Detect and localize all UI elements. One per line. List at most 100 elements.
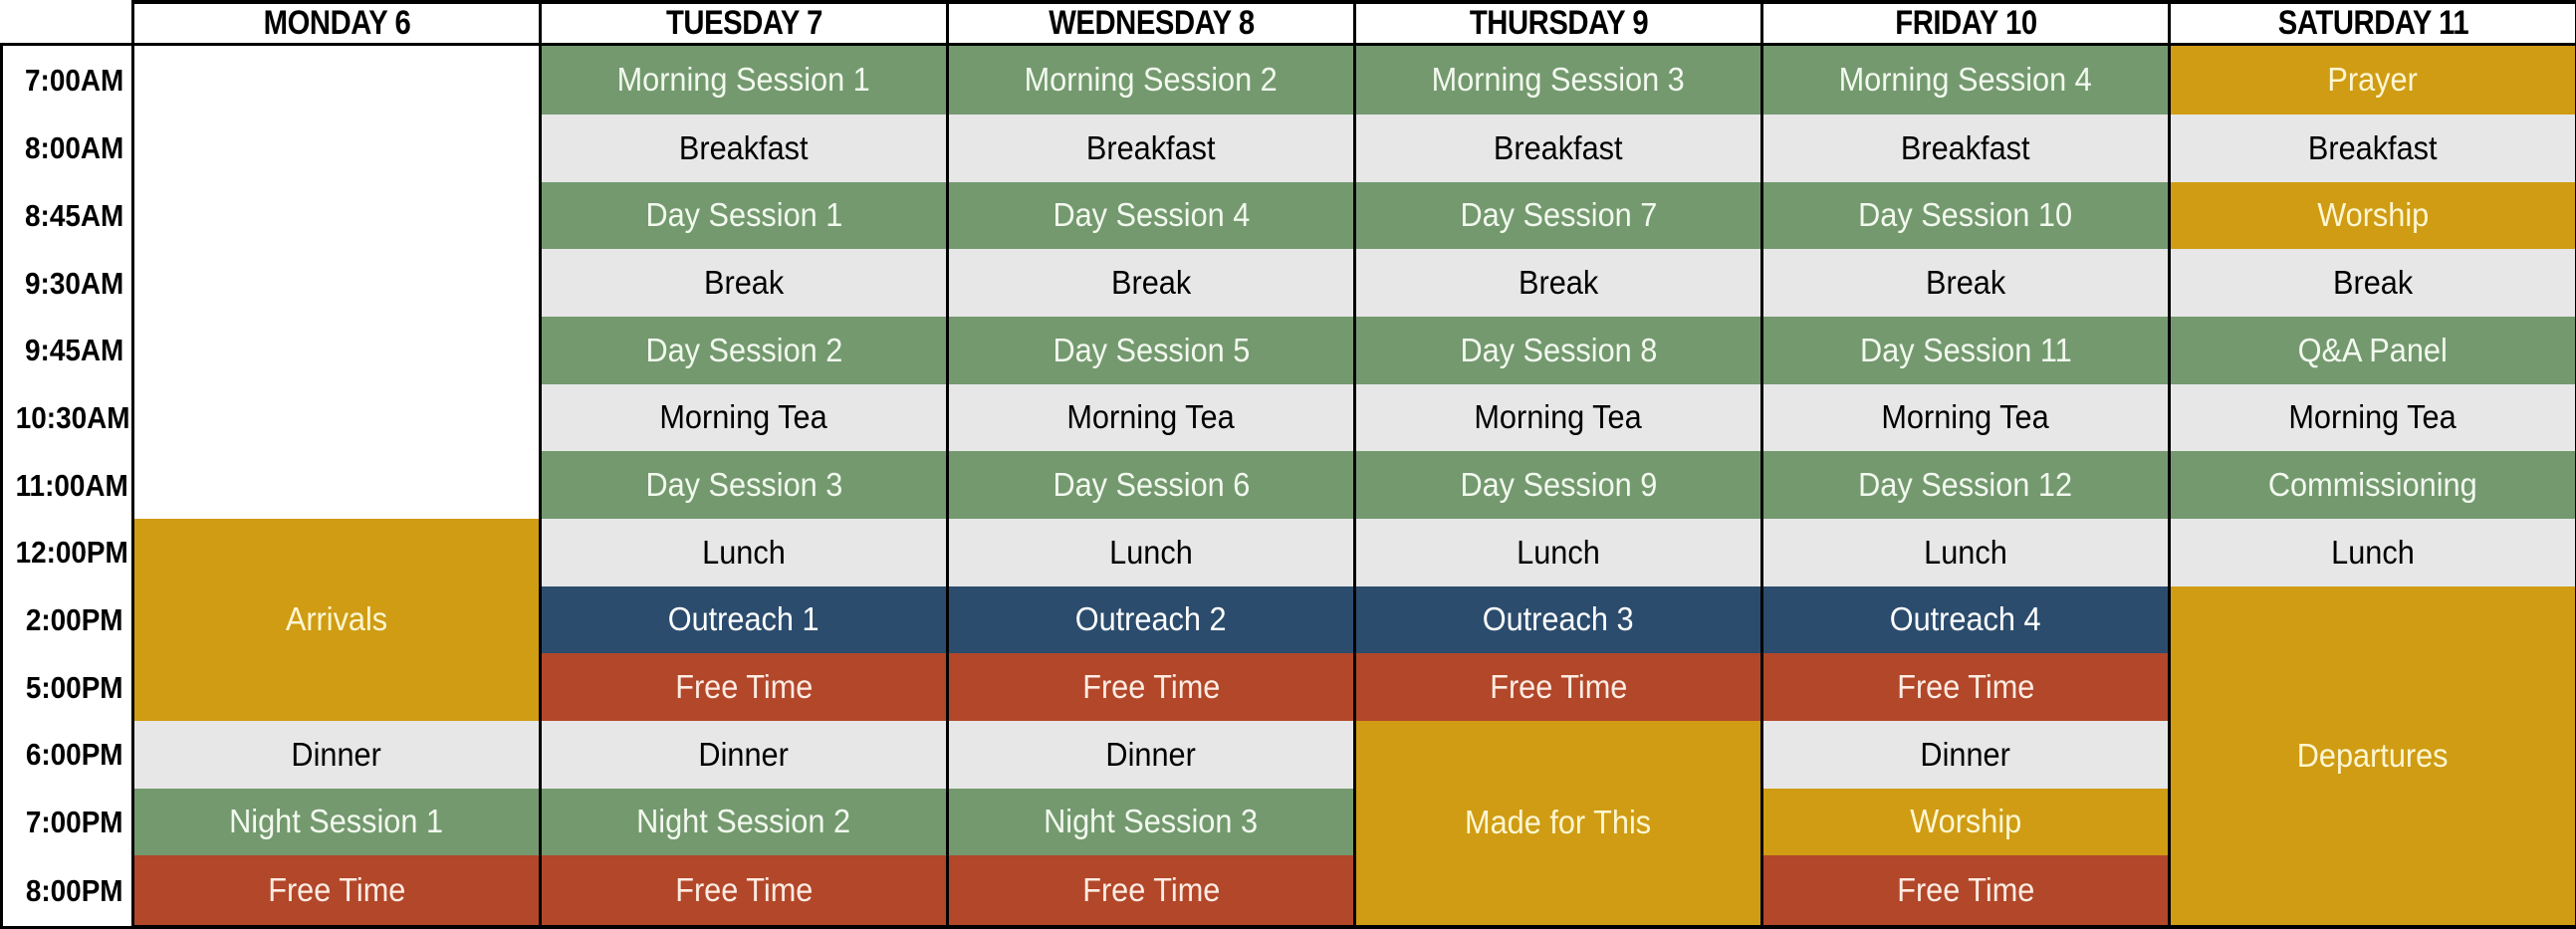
event-cell-morning-tea[interactable]: Morning Tea <box>2168 383 2576 452</box>
event-cell-worship[interactable]: Worship <box>1760 788 2171 856</box>
event-label: Free Time <box>1489 667 1628 705</box>
event-label: Night Session 3 <box>1044 803 1259 840</box>
event-cell-lunch[interactable]: Lunch <box>1760 519 2171 586</box>
event-cell-made-for-this[interactable]: Made for This <box>1353 721 1763 929</box>
event-cell-night-session-1[interactable]: Night Session 1 <box>131 788 542 856</box>
event-cell-dinner[interactable]: Dinner <box>131 721 542 789</box>
event-cell-day-session-11[interactable]: Day Session 11 <box>1760 317 2171 384</box>
event-cell-day-session-4[interactable]: Day Session 4 <box>946 181 1356 250</box>
event-label: Free Time <box>1081 870 1221 908</box>
event-label: Day Session 3 <box>645 465 842 503</box>
event-cell-morning-session-4[interactable]: Morning Session 4 <box>1760 44 2171 116</box>
event-cell-outreach-3[interactable]: Outreach 3 <box>1353 585 1763 654</box>
event-cell-morning-tea[interactable]: Morning Tea <box>539 383 949 452</box>
schedule-row: 7:00AM Morning Session 1 Morning Session 2… <box>0 43 2576 520</box>
event-label: Free Time <box>1081 667 1221 705</box>
event-cell-commissioning[interactable]: Commissioning <box>2168 451 2576 520</box>
event-cell-breakfast[interactable]: Breakfast <box>1760 115 2171 182</box>
event-cell-q-a-panel[interactable]: Q&A Panel <box>2168 317 2576 384</box>
event-cell-day-session-5[interactable]: Day Session 5 <box>946 317 1356 384</box>
event-cell-dinner[interactable]: Dinner <box>1760 721 2171 789</box>
event-cell-breakfast[interactable]: Breakfast <box>1353 115 1763 182</box>
event-label: Day Session 2 <box>645 331 842 368</box>
event-cell-morning-session-1[interactable]: Morning Session 1 <box>539 44 949 116</box>
event-cell-prayer[interactable]: Prayer <box>2168 44 2576 116</box>
event-label: Day Session 7 <box>1460 196 1657 234</box>
time-label-text: 5:00PM <box>26 669 123 705</box>
event-cell-day-session-7[interactable]: Day Session 7 <box>1353 181 1763 250</box>
event-cell-free-time[interactable]: Free Time <box>946 653 1356 721</box>
event-cell-day-session-1[interactable]: Day Session 1 <box>539 181 949 250</box>
event-cell-free-time[interactable]: Free Time <box>946 855 1356 929</box>
schedule-body: 7:00AM Morning Session 1 Morning Session 2… <box>0 43 2576 929</box>
event-cell-breakfast[interactable]: Breakfast <box>2168 115 2576 182</box>
day-header-friday-10: FRIDAY 10 <box>1788 0 2143 46</box>
event-label: Commissioning <box>2268 465 2477 503</box>
event-cell-day-session-12[interactable]: Day Session 12 <box>1760 451 2171 520</box>
event-cell-worship[interactable]: Worship <box>2168 181 2576 250</box>
event-label: Morning Session 4 <box>1838 61 2093 99</box>
event-cell-dinner[interactable]: Dinner <box>539 721 949 789</box>
event-cell-morning-tea[interactable]: Morning Tea <box>1353 383 1763 452</box>
event-label: Free Time <box>674 870 814 908</box>
event-cell-dinner[interactable]: Dinner <box>946 721 1356 789</box>
event-cell-day-session-3[interactable]: Day Session 3 <box>539 451 949 520</box>
event-cell-break[interactable]: Break <box>539 249 949 318</box>
event-cell-outreach-2[interactable]: Outreach 2 <box>946 585 1356 654</box>
event-label: Night Session 2 <box>636 803 851 840</box>
event-cell-empty[interactable] <box>131 44 542 520</box>
event-cell-break[interactable]: Break <box>1760 249 2171 318</box>
event-cell-morning-tea[interactable]: Morning Tea <box>1760 383 2171 452</box>
event-label: Break <box>1518 263 1599 301</box>
schedule-row: 12:00PM Arrivals Lunch Lunch Lunch Lunch Lunch <box>0 519 2576 721</box>
event-label: Lunch <box>1109 533 1193 571</box>
time-label-text: 8:00AM <box>24 130 123 166</box>
event-cell-day-session-6[interactable]: Day Session 6 <box>946 451 1356 520</box>
event-cell-morning-session-2[interactable]: Morning Session 2 <box>946 44 1356 116</box>
event-label: Outreach 2 <box>1075 600 1227 638</box>
event-label: Day Session 12 <box>1858 465 2073 503</box>
event-cell-breakfast[interactable]: Breakfast <box>946 115 1356 182</box>
event-cell-free-time[interactable]: Free Time <box>1760 855 2171 929</box>
event-label: Outreach 1 <box>668 600 820 638</box>
event-cell-breakfast[interactable]: Breakfast <box>539 115 949 182</box>
event-label: Lunch <box>2331 533 2415 571</box>
event-label: Morning Tea <box>1474 398 1643 436</box>
event-cell-outreach-1[interactable]: Outreach 1 <box>539 585 949 654</box>
corner-spacer <box>1 2 133 45</box>
event-label: Morning Session 2 <box>1024 61 1279 99</box>
time-label-700am: 7:00AM <box>0 43 134 116</box>
event-cell-day-session-10[interactable]: Day Session 10 <box>1760 181 2171 250</box>
event-label: Arrivals <box>285 600 388 638</box>
event-cell-lunch[interactable]: Lunch <box>1353 519 1763 586</box>
event-cell-break[interactable]: Break <box>946 249 1356 318</box>
event-cell-day-session-2[interactable]: Day Session 2 <box>539 317 949 384</box>
event-cell-break[interactable]: Break <box>2168 249 2576 318</box>
event-cell-morning-tea[interactable]: Morning Tea <box>946 383 1356 452</box>
time-label-200pm: 2:00PM <box>0 585 134 654</box>
event-cell-free-time[interactable]: Free Time <box>1760 653 2171 721</box>
event-cell-break[interactable]: Break <box>1353 249 1763 318</box>
event-cell-free-time[interactable]: Free Time <box>539 855 949 929</box>
event-label: Outreach 3 <box>1483 600 1634 638</box>
event-cell-lunch[interactable]: Lunch <box>539 519 949 586</box>
event-label: Free Time <box>267 870 406 908</box>
event-label: Day Session 9 <box>1460 465 1657 503</box>
event-cell-lunch[interactable]: Lunch <box>946 519 1356 586</box>
event-cell-night-session-3[interactable]: Night Session 3 <box>946 788 1356 856</box>
event-cell-free-time[interactable]: Free Time <box>1353 653 1763 721</box>
event-cell-arrivals[interactable]: Arrivals <box>131 519 542 721</box>
event-cell-free-time[interactable]: Free Time <box>131 855 542 929</box>
event-cell-day-session-8[interactable]: Day Session 8 <box>1353 317 1763 384</box>
event-cell-lunch[interactable]: Lunch <box>2168 519 2576 586</box>
event-label: Break <box>2332 263 2414 301</box>
event-cell-departures[interactable]: Departures <box>2168 585 2576 929</box>
event-label: Day Session 6 <box>1053 465 1250 503</box>
event-cell-night-session-2[interactable]: Night Session 2 <box>539 788 949 856</box>
event-label: Breakfast <box>1901 128 2030 166</box>
event-label: Dinner <box>1105 735 1197 773</box>
event-cell-free-time[interactable]: Free Time <box>539 653 949 721</box>
event-cell-outreach-4[interactable]: Outreach 4 <box>1760 585 2171 654</box>
event-cell-day-session-9[interactable]: Day Session 9 <box>1353 451 1763 520</box>
event-cell-morning-session-3[interactable]: Morning Session 3 <box>1353 44 1763 116</box>
